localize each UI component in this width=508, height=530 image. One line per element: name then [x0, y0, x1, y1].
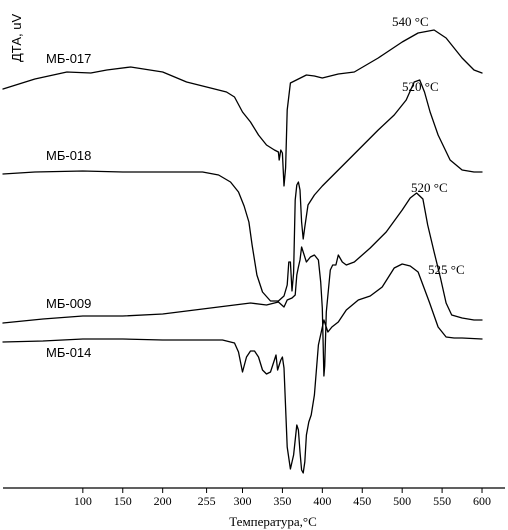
x-tick-label-600: 600	[473, 494, 491, 508]
x-tick-label-500: 500	[393, 494, 411, 508]
curves-group	[2, 29, 483, 474]
series-line-4	[2, 263, 483, 474]
x-tick-label-150: 150	[114, 494, 132, 508]
x-axis-label: Температура,°C	[229, 514, 317, 529]
series-labels-group: МБ-017 МБ-018 МБ-009 МБ-014	[46, 51, 91, 360]
series-label-2: МБ-018	[46, 148, 91, 163]
x-tick-label-200: 200	[154, 494, 172, 508]
x-tick-label-350: 350	[273, 494, 291, 508]
x-tick-label-450: 450	[353, 494, 371, 508]
series-label-3: МБ-009	[46, 296, 91, 311]
series-label-4: МБ-014	[46, 345, 91, 360]
x-ticks-group: 100 150 200 255 300 350 400 450 500 550 600	[74, 488, 491, 508]
peak-label-4: 525 °C	[428, 262, 465, 277]
peak-labels-group: 540 °C 520 °C 520 °C 525 °C	[392, 14, 465, 277]
series-line-1	[2, 29, 483, 187]
x-tick-label-550: 550	[433, 494, 451, 508]
peak-label-3: 520 °C	[411, 180, 448, 195]
x-tick-label-100: 100	[74, 494, 92, 508]
peak-label-1: 540 °C	[392, 14, 429, 29]
series-label-1: МБ-017	[46, 51, 91, 66]
x-tick-label-300: 300	[234, 494, 252, 508]
x-axis: 100 150 200 255 300 350 400 450 500 550 600	[3, 487, 505, 508]
y-axis-label: ДТА, uV	[9, 14, 24, 62]
series-line-3	[2, 192, 483, 377]
series-line-2	[2, 79, 483, 302]
x-tick-label-255: 255	[198, 494, 216, 508]
peak-label-2: 520 °C	[402, 79, 439, 94]
x-tick-label-400: 400	[313, 494, 331, 508]
